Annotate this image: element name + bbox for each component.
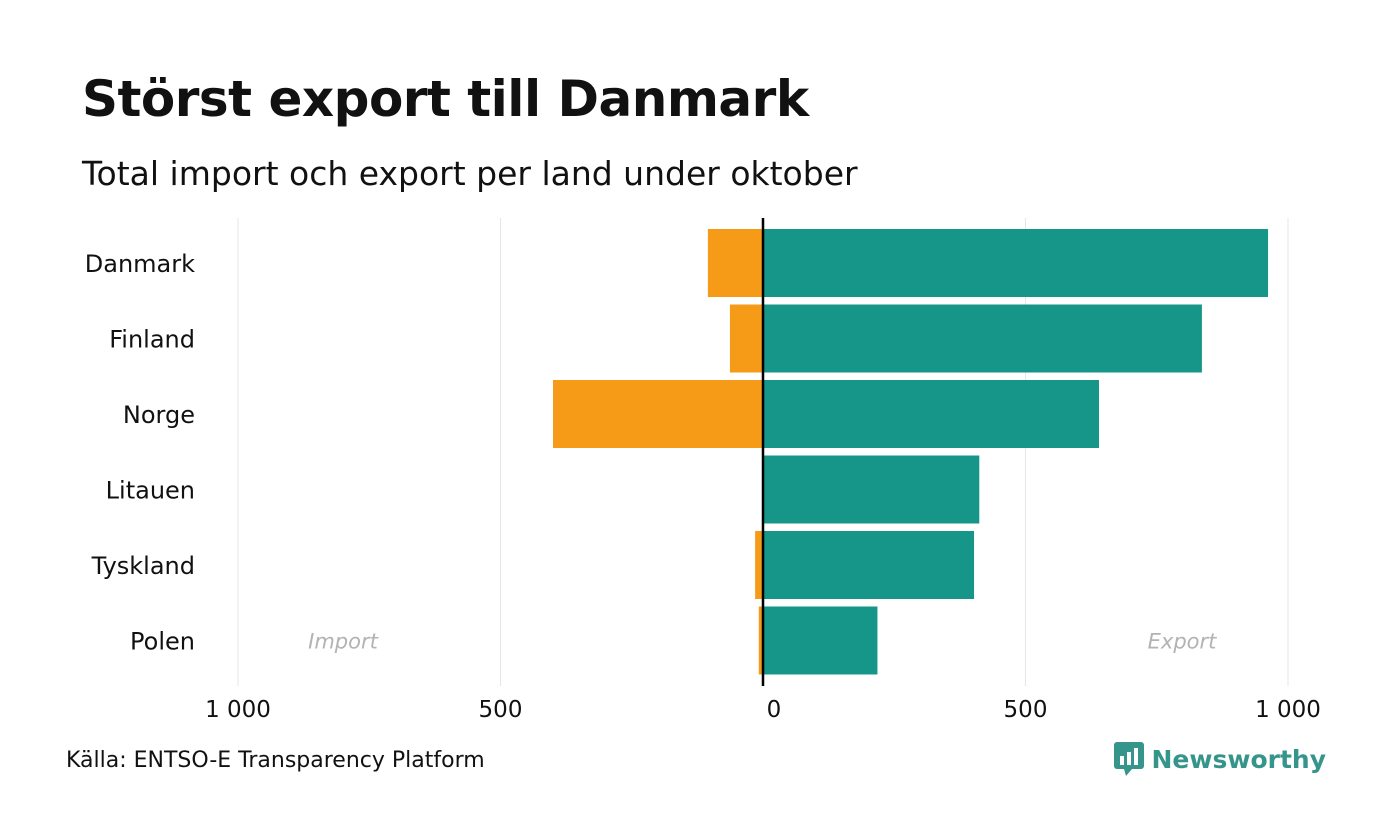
source-note: Källa: ENTSO-E Transparency Platform: [66, 748, 485, 773]
category-label: Polen: [130, 628, 195, 656]
x-tick-label: 1 000: [205, 697, 271, 723]
x-tick-label: 500: [479, 697, 523, 723]
x-tick-label: 500: [1004, 697, 1048, 723]
x-tick-label: 0: [767, 697, 782, 723]
export-bar: [763, 606, 878, 675]
import-bar: [707, 229, 763, 297]
import-bar: [729, 304, 763, 373]
export-bar: [763, 229, 1269, 297]
import-bar: [758, 606, 763, 675]
x-tick-label: 1 000: [1255, 697, 1321, 723]
category-label: Danmark: [85, 250, 195, 278]
category-label: Finland: [109, 326, 195, 354]
export-side-label: Export: [1148, 630, 1218, 654]
brand-name: Newsworthy: [1151, 744, 1327, 774]
export-bar: [763, 455, 980, 524]
import-bar: [553, 380, 763, 448]
import-side-label: Import: [308, 630, 378, 654]
category-label: Tyskland: [91, 552, 195, 580]
category-label: Litauen: [106, 477, 195, 505]
import-bar: [755, 531, 763, 599]
chart-subtitle: Total import och export per land under o…: [82, 154, 858, 193]
export-bar: [763, 531, 975, 599]
diverging-bar-chart: Danmark Finland Norge Litauen Tyskland Polen 1…: [85, 218, 1321, 723]
newsworthy-logo-icon: [1113, 742, 1144, 776]
export-bar: [763, 380, 1099, 448]
brand-logo: Newsworthy: [1113, 742, 1327, 776]
category-label: Norge: [123, 401, 195, 429]
chart-title: Störst export till Danmark: [82, 70, 809, 128]
export-bar: [763, 304, 1202, 373]
